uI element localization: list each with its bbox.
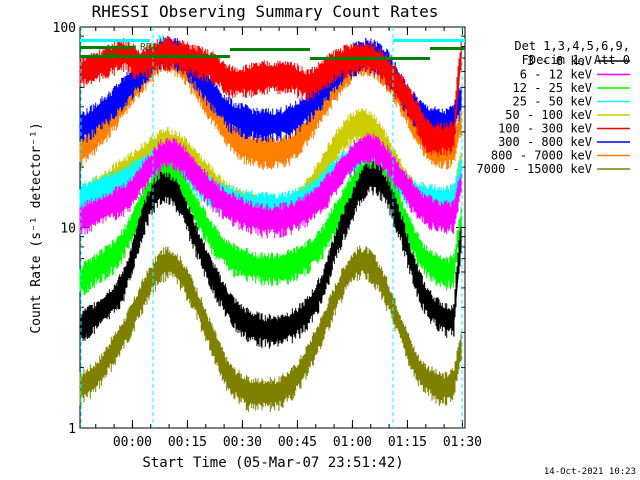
x-tick-label: 01:00	[333, 435, 372, 450]
legend: Det 1,3,4,5,6,9,FDecim 1, Att 03 - 6 keV…	[476, 39, 630, 176]
legend-label: 100 - 300 keV	[498, 122, 592, 136]
y-tick-label: 1	[68, 422, 76, 437]
flag-label-n: N	[158, 34, 164, 45]
x-tick-label: 00:15	[168, 435, 207, 450]
y-tick-label: 100	[53, 21, 76, 36]
x-axis-label: Start Time (05-Mar-07 23:51:42)	[142, 455, 403, 471]
legend-label: 50 - 100 keV	[505, 108, 592, 122]
plot-area: 1 10 100 00:00 00:15 00:30 00:45 01:00 01:15 01:3…	[53, 21, 482, 450]
series-line	[79, 175, 463, 331]
series-100-300-kev	[79, 36, 463, 157]
legend-label: 800 - 7000 keV	[491, 149, 592, 163]
legend-label: 300 - 800 keV	[498, 135, 592, 149]
flag-bar-rf	[80, 55, 230, 58]
legend-label: 3 - 6 keV	[527, 54, 592, 68]
x-tick-label: 01:30	[443, 435, 482, 450]
legend-label: 12 - 25 keV	[513, 81, 592, 95]
x-tick-label: 00:45	[278, 435, 317, 450]
legend-label: 7000 - 15000 keV	[476, 162, 592, 176]
series-7000-15000-kev	[79, 245, 463, 412]
legend-header-line: FDecim 1, Att 0	[522, 53, 630, 67]
flag-bar-n	[80, 39, 150, 42]
y-tick-label: 10	[60, 222, 76, 237]
series-line	[79, 51, 463, 139]
series-line	[79, 146, 463, 220]
series-line	[79, 260, 463, 394]
legend-header-line: Det 1,3,4,5,6,9,	[514, 39, 630, 53]
series-3-6-kev	[79, 161, 463, 349]
flag-bar-n	[393, 39, 465, 42]
series-6-12-kev	[79, 132, 463, 239]
legend-label: 25 - 50 keV	[513, 95, 592, 109]
flag-bar-rf	[230, 48, 310, 51]
chart-title: RHESSI Observing Summary Count Rates	[92, 2, 439, 21]
x-tick-label: 00:30	[223, 435, 262, 450]
generation-timestamp: 14-Oct-2021 10:23	[544, 467, 636, 477]
flag-bar-rf	[430, 47, 465, 50]
x-tick-label: 01:15	[388, 435, 427, 450]
flag-bar-rf	[310, 57, 430, 60]
flag-label-rdo: RDO	[140, 42, 158, 53]
x-tick-label: 00:00	[113, 435, 152, 450]
series-line	[79, 168, 463, 281]
legend-label: 6 - 12 keV	[520, 68, 592, 82]
flag-bar-rdo	[80, 46, 135, 49]
flag-label-rf: RF	[106, 51, 118, 62]
y-axis-label: Count Rate (s⁻¹ detector⁻¹)	[29, 122, 44, 333]
